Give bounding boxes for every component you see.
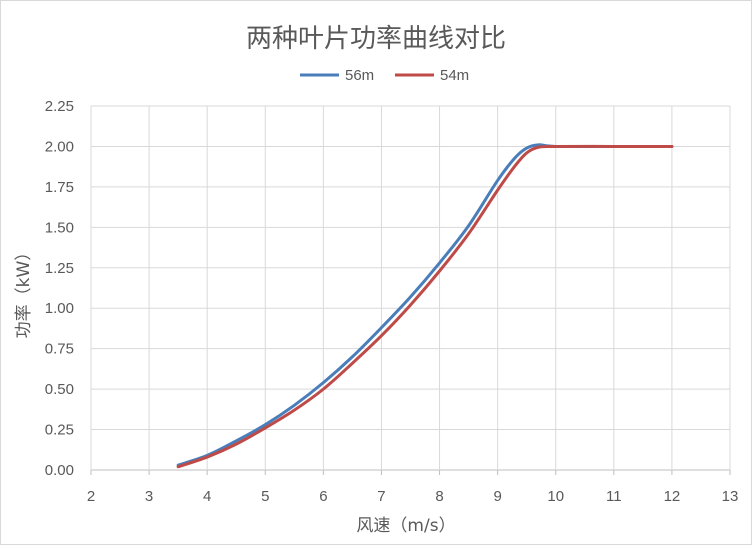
x-tick-label: 2	[87, 488, 95, 505]
x-tick-label: 7	[377, 488, 385, 505]
y-tick-labels: 0.00 0.25 0.50 0.75 1.00 1.25 1.50 1.75 2.00 2.25	[45, 98, 74, 479]
y-tick-label: 0.50	[45, 381, 74, 398]
x-tick-label: 11	[606, 488, 622, 505]
x-tick-label: 9	[493, 488, 501, 505]
legend-label-56m: 56m	[345, 67, 374, 84]
y-tick-label: 1.75	[45, 179, 74, 196]
x-axis-title: 风速（m/s）	[356, 516, 455, 536]
legend: 56m 54m	[300, 67, 469, 84]
series-lines	[176, 143, 674, 469]
y-tick-label: 1.25	[45, 260, 74, 277]
x-tick-label: 8	[435, 488, 443, 505]
y-tick-label: 2.25	[45, 98, 74, 115]
x-tick-label: 12	[664, 488, 681, 505]
series-line-54m	[176, 144, 674, 469]
x-tick-label: 6	[319, 488, 327, 505]
x-tick-label: 10	[547, 488, 564, 505]
x-tick-label: 5	[261, 488, 269, 505]
y-tick-label: 0.00	[45, 462, 74, 479]
y-tick-label: 0.25	[45, 422, 74, 439]
y-axis-title: 功率（kW）	[14, 244, 34, 339]
y-tick-label: 1.50	[45, 219, 74, 236]
y-tick-label: 0.75	[45, 341, 74, 358]
y-tick-label: 2.00	[45, 138, 74, 155]
chart-title: 两种叶片功率曲线对比	[246, 24, 506, 54]
gridlines	[90, 105, 731, 475]
x-tick-labels: 2 3 4 5 6 7 8 9 10 11 12 13	[87, 488, 739, 505]
x-tick-label: 13	[722, 488, 739, 505]
series-line-56m	[176, 143, 674, 467]
x-tick-label: 3	[145, 488, 153, 505]
y-tick-label: 1.00	[45, 300, 74, 317]
x-tick-label: 4	[203, 488, 211, 505]
legend-label-54m: 54m	[440, 67, 469, 84]
